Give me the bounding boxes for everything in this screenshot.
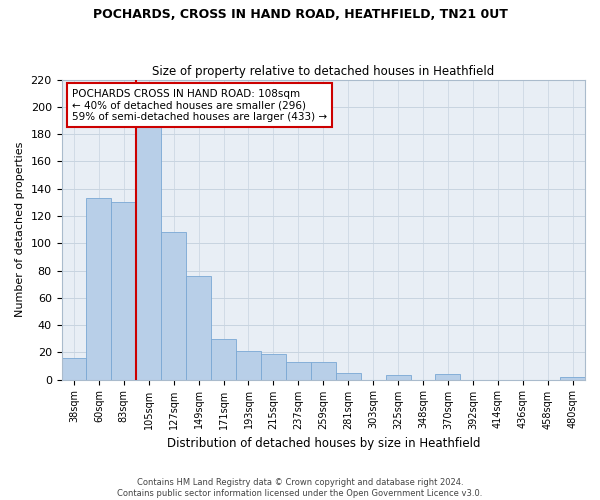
Bar [161, 232, 186, 380]
Bar [336, 373, 361, 380]
Bar [136, 128, 161, 380]
Bar [186, 276, 211, 380]
Bar [311, 362, 336, 380]
Bar [236, 351, 261, 380]
Bar [560, 377, 585, 380]
Bar [112, 202, 136, 380]
Bar [261, 354, 286, 380]
Title: Size of property relative to detached houses in Heathfield: Size of property relative to detached ho… [152, 66, 494, 78]
Y-axis label: Number of detached properties: Number of detached properties [15, 142, 25, 318]
Bar [436, 374, 460, 380]
Text: Contains HM Land Registry data © Crown copyright and database right 2024.
Contai: Contains HM Land Registry data © Crown c… [118, 478, 482, 498]
Bar [386, 376, 410, 380]
X-axis label: Distribution of detached houses by size in Heathfield: Distribution of detached houses by size … [167, 437, 480, 450]
Bar [86, 198, 112, 380]
Bar [286, 362, 311, 380]
Text: POCHARDS, CROSS IN HAND ROAD, HEATHFIELD, TN21 0UT: POCHARDS, CROSS IN HAND ROAD, HEATHFIELD… [92, 8, 508, 20]
Bar [211, 338, 236, 380]
Bar [62, 358, 86, 380]
Text: POCHARDS CROSS IN HAND ROAD: 108sqm
← 40% of detached houses are smaller (296)
5: POCHARDS CROSS IN HAND ROAD: 108sqm ← 40… [72, 88, 327, 122]
